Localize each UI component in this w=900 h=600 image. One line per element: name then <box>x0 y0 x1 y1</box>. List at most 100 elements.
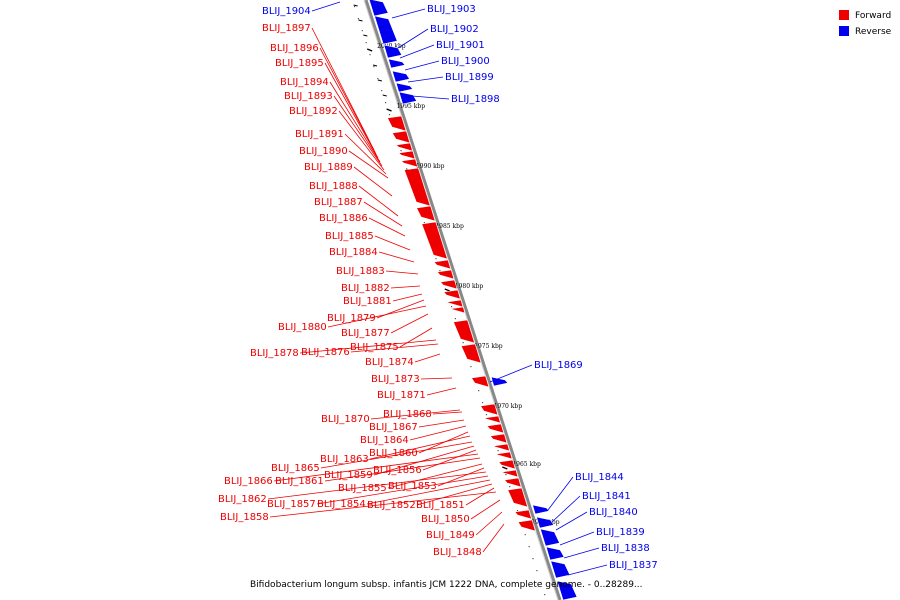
ruler-tick <box>353 4 358 7</box>
ruler-tick <box>382 94 387 97</box>
forward-gene-label: BLIJ_1892 <box>289 106 338 117</box>
forward-leader-line <box>368 217 406 237</box>
ruler-tick <box>386 108 392 112</box>
ruler-dot <box>377 78 379 80</box>
forward-gene-label: BLIJ_1888 <box>309 181 358 192</box>
reverse-leader-line <box>411 95 450 100</box>
forward-leader-line <box>426 387 457 396</box>
forward-gene-block <box>387 115 407 132</box>
forward-leader-line <box>267 471 487 500</box>
forward-leader-line <box>482 523 505 553</box>
reverse-gene-label: BLIJ_1869 <box>534 360 583 371</box>
ruler-label: 1990 kbp <box>416 163 445 170</box>
ruler-label: 1995 kbp <box>397 103 426 110</box>
forward-gene-block <box>498 459 516 470</box>
ruler-dot <box>528 546 530 548</box>
reverse-gene-block <box>395 82 414 93</box>
forward-gene-block <box>391 130 411 144</box>
ruler-label: 1980 kbp <box>455 283 484 290</box>
forward-gene-block <box>400 158 419 168</box>
ruler-dot <box>388 114 391 116</box>
forward-gene-label: BLIJ_1860 <box>369 448 418 459</box>
forward-leader-line <box>369 435 471 460</box>
ruler-dot <box>478 390 480 392</box>
reverse-gene-block <box>398 91 418 105</box>
reverse-gene-block <box>368 0 389 17</box>
reverse-gene-block <box>490 376 509 387</box>
forward-gene-label: BLIJ_1887 <box>314 197 363 208</box>
forward-gene-label: BLIJ_1864 <box>360 435 409 446</box>
legend: Forward Reverse <box>839 10 892 37</box>
forward-gene-label: BLIJ_1895 <box>275 58 324 69</box>
forward-gene-label: BLIJ_1880 <box>278 322 327 333</box>
legend-reverse-swatch <box>839 26 849 36</box>
ruler-tick <box>444 288 451 292</box>
ruler-tick <box>366 48 373 52</box>
forward-gene-block <box>449 306 466 314</box>
forward-gene-label: BLIJ_1889 <box>304 162 353 173</box>
forward-leader-line <box>465 487 495 506</box>
forward-gene-label: BLIJ_1885 <box>325 231 374 242</box>
forward-gene-label: BLIJ_1849 <box>426 530 475 541</box>
forward-leader-line <box>399 327 433 348</box>
ruler-tick <box>377 79 382 82</box>
forward-gene-label: BLIJ_1858 <box>220 512 269 523</box>
ruler-dot <box>373 66 375 68</box>
forward-gene-block <box>453 319 476 344</box>
forward-gene-label: BLIJ_1862 <box>218 494 267 505</box>
reverse-leader-line <box>407 76 444 83</box>
forward-leader-line <box>420 377 453 380</box>
forward-leader-line <box>366 479 491 505</box>
forward-gene-label: BLIJ_1854 <box>317 499 366 510</box>
forward-leader-line <box>338 110 385 171</box>
forward-leader-line <box>333 95 383 167</box>
forward-gene-label: BLIJ_1884 <box>329 247 378 258</box>
ruler-dot <box>462 342 464 344</box>
ruler-dot <box>485 414 488 416</box>
reverse-gene-block <box>532 504 550 515</box>
reverse-gene-label: BLIJ_1904 <box>262 6 311 17</box>
ruler-dot <box>450 306 453 308</box>
ruler-label: 1975 kbp <box>474 343 503 350</box>
reverse-gene-label: BLIJ_1902 <box>430 24 479 35</box>
forward-leader-line <box>350 343 439 353</box>
forward-gene-label: BLIJ_1868 <box>383 409 432 420</box>
forward-gene-label: BLIJ_1855 <box>338 483 387 494</box>
forward-leader-line <box>390 285 421 289</box>
forward-gene-block <box>480 403 499 416</box>
ruler-dot <box>536 570 538 572</box>
forward-gene-label: BLIJ_1851 <box>416 500 465 511</box>
forward-gene-label: BLIJ_1857 <box>267 499 316 510</box>
forward-gene-label: BLIJ_1883 <box>336 266 385 277</box>
forward-gene-label: BLIJ_1870 <box>321 414 370 425</box>
reverse-gene-label: BLIJ_1898 <box>451 94 500 105</box>
ruler-dot <box>524 534 526 536</box>
forward-leader-line <box>273 453 479 482</box>
forward-gene-block <box>517 519 536 532</box>
reverse-gene-block <box>556 580 578 600</box>
ruler-tick <box>358 19 363 22</box>
forward-leader-line <box>363 201 403 227</box>
forward-gene-label: BLIJ_1890 <box>299 146 348 157</box>
forward-gene-label: BLIJ_1856 <box>373 465 422 476</box>
ruler-dot <box>384 102 387 104</box>
forward-gene-label: BLIJ_1859 <box>324 470 373 481</box>
reverse-gene-block <box>374 15 398 45</box>
forward-leader-line <box>387 463 483 489</box>
reverse-gene-block <box>536 516 555 529</box>
reverse-gene-label: BLIJ_1837 <box>609 560 658 571</box>
forward-gene-label: BLIJ_1877 <box>341 328 390 339</box>
reverse-leader-line <box>563 547 600 559</box>
ruler-dot <box>505 474 507 476</box>
ruler-dot <box>470 366 472 368</box>
forward-gene-label: BLIJ_1891 <box>295 129 344 140</box>
reverse-leader-line <box>547 476 574 511</box>
forward-leader-line <box>324 457 481 482</box>
forward-gene-label: BLIJ_1873 <box>371 374 420 385</box>
forward-leader-line <box>409 425 467 441</box>
forward-leader-line <box>385 270 419 275</box>
ruler-label: 1970 kbp <box>494 403 523 410</box>
reverse-gene-label: BLIJ_1841 <box>582 491 631 502</box>
forward-gene-block <box>436 269 455 280</box>
forward-leader-line <box>316 475 489 505</box>
